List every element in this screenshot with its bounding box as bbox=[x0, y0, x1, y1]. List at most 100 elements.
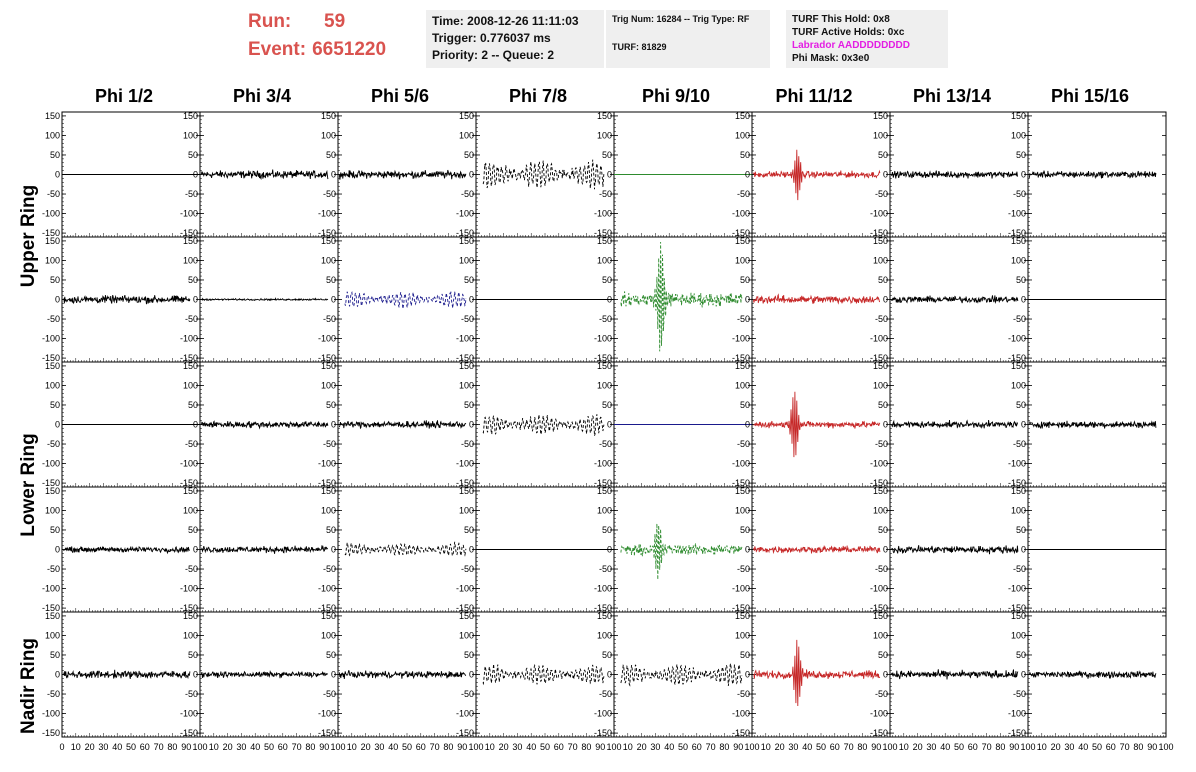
y-tick-label: 150 bbox=[873, 236, 888, 246]
x-tick-label: 50 bbox=[540, 742, 550, 752]
y-tick-label: 0 bbox=[1021, 170, 1026, 180]
x-tick-label: 10 bbox=[71, 742, 81, 752]
waveform-trace bbox=[1028, 670, 1157, 680]
waveform-trace bbox=[63, 545, 191, 555]
y-tick-label: -50 bbox=[461, 439, 474, 449]
y-tick-label: -50 bbox=[323, 689, 336, 699]
x-tick-label: 10 bbox=[485, 742, 495, 752]
y-tick-label: 0 bbox=[193, 420, 198, 430]
waveform-trace bbox=[1028, 170, 1157, 180]
y-tick-label: 150 bbox=[45, 486, 60, 496]
y-tick-label: 50 bbox=[50, 275, 60, 285]
x-tick-label: 70 bbox=[154, 742, 164, 752]
y-tick-label: -150 bbox=[1008, 603, 1026, 613]
x-tick-label: 30 bbox=[788, 742, 798, 752]
x-tick-label: 50 bbox=[678, 742, 688, 752]
time-info-box: Time: 2008-12-26 11:11:03 Trigger: 0.776… bbox=[426, 10, 604, 68]
x-tick-label: 40 bbox=[802, 742, 812, 752]
y-tick-label: 150 bbox=[459, 486, 474, 496]
y-tick-label: 0 bbox=[193, 545, 198, 555]
waveform-trace bbox=[344, 541, 467, 557]
y-tick-label: -100 bbox=[870, 709, 888, 719]
y-tick-label: -100 bbox=[180, 584, 198, 594]
y-tick-label: 0 bbox=[331, 170, 336, 180]
y-tick-label: 150 bbox=[873, 111, 888, 121]
y-tick-label: -50 bbox=[323, 439, 336, 449]
x-tick-label: 90 bbox=[595, 742, 605, 752]
y-tick-label: 150 bbox=[183, 486, 198, 496]
x-tick-label: 70 bbox=[292, 742, 302, 752]
y-tick-label: 50 bbox=[740, 650, 750, 660]
y-tick-label: 50 bbox=[878, 650, 888, 660]
y-tick-label: 100 bbox=[321, 630, 336, 640]
waveform-trace bbox=[752, 293, 880, 305]
y-tick-label: 100 bbox=[597, 630, 612, 640]
y-tick-label: 100 bbox=[1011, 130, 1026, 140]
y-tick-label: 0 bbox=[469, 670, 474, 680]
y-tick-label: 0 bbox=[55, 545, 60, 555]
x-tick-label: 90 bbox=[733, 742, 743, 752]
y-tick-label: 100 bbox=[597, 255, 612, 265]
y-tick-label: 0 bbox=[883, 170, 888, 180]
x-tick-label: 20 bbox=[223, 742, 233, 752]
waveform-trace bbox=[891, 295, 1019, 304]
y-tick-label: -100 bbox=[42, 709, 60, 719]
phi-mask-text: Phi Mask: 0x3e0 bbox=[792, 53, 870, 64]
x-tick-label: 0 bbox=[59, 742, 64, 752]
y-tick-label: -50 bbox=[47, 189, 60, 199]
y-tick-label: -150 bbox=[870, 228, 888, 238]
y-tick-label: -150 bbox=[870, 603, 888, 613]
y-tick-label: 150 bbox=[183, 611, 198, 621]
y-tick-label: 0 bbox=[607, 170, 612, 180]
x-tick-label: 60 bbox=[554, 742, 564, 752]
x-tick-label: 20 bbox=[361, 742, 371, 752]
y-tick-label: -150 bbox=[42, 228, 60, 238]
y-tick-label: -50 bbox=[461, 564, 474, 574]
turf-this-hold-text: TURF This Hold: 0x8 bbox=[792, 14, 890, 25]
event-value: 6651220 bbox=[312, 39, 387, 60]
y-tick-label: 150 bbox=[45, 361, 60, 371]
y-tick-label: 0 bbox=[55, 170, 60, 180]
y-tick-label: 50 bbox=[464, 150, 474, 160]
y-tick-label: 0 bbox=[607, 545, 612, 555]
turf-info-box: TURF This Hold: 0x8 TURF Active Holds: 0… bbox=[786, 10, 948, 68]
y-tick-label: -50 bbox=[461, 689, 474, 699]
y-tick-label: 0 bbox=[55, 420, 60, 430]
y-tick-label: -50 bbox=[185, 189, 198, 199]
y-tick-label: 150 bbox=[45, 111, 60, 121]
y-tick-label: 150 bbox=[321, 236, 336, 246]
y-tick-label: 100 bbox=[321, 130, 336, 140]
column-title-phi-5-6: Phi 5/6 bbox=[370, 86, 430, 106]
y-tick-label: -100 bbox=[732, 209, 750, 219]
y-tick-label: 0 bbox=[607, 295, 612, 305]
y-tick-label: -100 bbox=[180, 209, 198, 219]
y-tick-label: -100 bbox=[180, 709, 198, 719]
y-tick-label: 150 bbox=[597, 486, 612, 496]
waveform-trace bbox=[1028, 420, 1157, 429]
waveform-trace bbox=[620, 523, 743, 580]
waveform-trace bbox=[63, 294, 191, 305]
y-tick-label: 150 bbox=[1011, 486, 1026, 496]
y-tick-label: 150 bbox=[321, 111, 336, 121]
y-tick-label: 100 bbox=[735, 380, 750, 390]
y-tick-label: -100 bbox=[456, 209, 474, 219]
y-tick-label: -150 bbox=[180, 728, 198, 738]
y-tick-label: -100 bbox=[1008, 709, 1026, 719]
y-tick-label: 50 bbox=[326, 275, 336, 285]
y-tick-label: 0 bbox=[193, 670, 198, 680]
time-text: Time: 2008-12-26 11:11:03 bbox=[432, 14, 579, 28]
labrador-text: Labrador AADDDDDDDD bbox=[792, 40, 910, 51]
y-tick-label: 50 bbox=[1016, 650, 1026, 660]
x-tick-label: 100 bbox=[1020, 742, 1035, 752]
x-tick-label: 70 bbox=[706, 742, 716, 752]
run-event-box: Run: 59 Event: 6651220 bbox=[248, 8, 418, 68]
y-tick-label: -50 bbox=[323, 314, 336, 324]
x-tick-label: 60 bbox=[692, 742, 702, 752]
y-tick-label: 150 bbox=[735, 111, 750, 121]
y-tick-label: 50 bbox=[326, 650, 336, 660]
run-label: Run: bbox=[248, 11, 292, 32]
y-tick-label: -50 bbox=[875, 189, 888, 199]
y-tick-label: -150 bbox=[42, 728, 60, 738]
x-tick-label: 90 bbox=[457, 742, 467, 752]
x-tick-label: 60 bbox=[1106, 742, 1116, 752]
